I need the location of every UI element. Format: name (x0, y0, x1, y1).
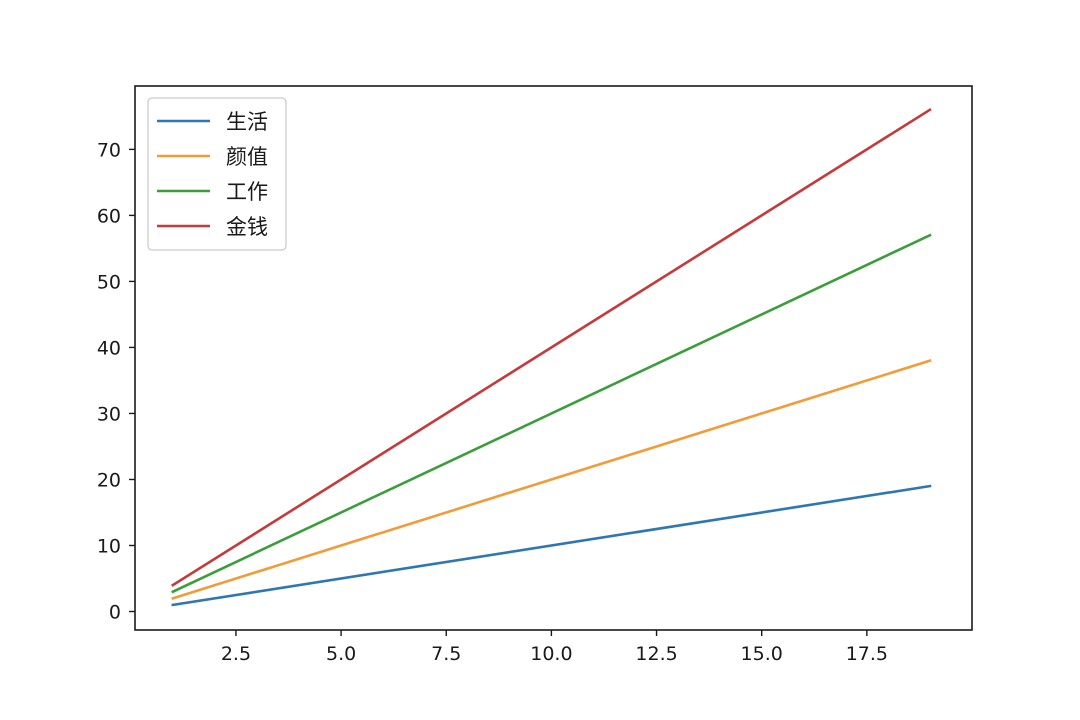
y-tick-label: 30 (97, 403, 121, 425)
axes-frame (134, 85, 973, 631)
legend-label-1: 颜值 (226, 145, 268, 169)
x-tick-label: 12.5 (635, 643, 677, 665)
x-tick-label: 2.5 (221, 643, 251, 665)
y-tick-label: 10 (97, 535, 121, 557)
legend-label-2: 工作 (226, 180, 268, 204)
y-tick-label: 0 (109, 602, 121, 624)
x-tick-label: 7.5 (431, 643, 461, 665)
x-tick-label: 15.0 (741, 643, 783, 665)
legend-box (147, 97, 287, 251)
x-tick-label: 10.0 (530, 643, 572, 665)
y-axis: 0 10 20 30 40 50 60 70 (97, 139, 135, 624)
y-tick-label: 70 (97, 139, 121, 161)
y-tick-label: 60 (97, 205, 121, 227)
x-axis: 2.5 5.0 7.5 10.0 12.5 15.0 17.5 (221, 630, 888, 665)
x-tick-label: 5.0 (326, 643, 356, 665)
y-tick-label: 50 (97, 271, 121, 293)
series-line-2 (171, 233, 932, 594)
y-tick-label: 20 (97, 469, 121, 491)
legend-label-3: 金钱 (226, 215, 268, 239)
series-line-3 (171, 107, 932, 587)
series-line-0 (171, 484, 932, 607)
plot-lines (171, 107, 932, 607)
y-tick-label: 40 (97, 337, 121, 359)
series-line-1 (171, 359, 932, 600)
x-tick-label: 17.5 (846, 643, 888, 665)
legend-label-0: 生活 (226, 110, 268, 134)
